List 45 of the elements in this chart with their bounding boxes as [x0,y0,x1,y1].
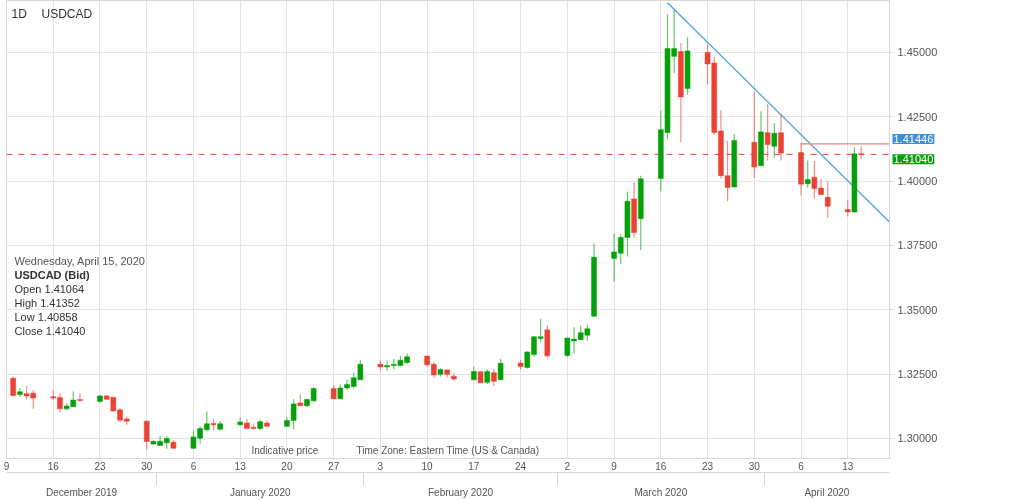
x-tick-label: 13 [234,460,247,472]
x-tick-label: 23 [94,460,106,472]
y-tick-label: 1.32500 [897,368,938,381]
x-tick-label: 16 [47,460,60,472]
text: March 2020 [634,486,688,498]
annotation: High 1.41352 [14,296,80,309]
x-tick-label: 17 [468,460,480,472]
x-tick-label: 13 [842,460,854,472]
x-tick-label: 27 [328,460,340,472]
text: February 2020 [428,486,494,498]
text: April 2020 [804,486,850,498]
x-tick-label: 23 [702,460,714,472]
annotation: Indicative price [251,444,319,456]
x-tick-label: 6 [798,460,805,472]
x-tick-label: 6 [190,460,197,472]
x-tick-label: 24 [515,460,527,472]
ref-line-label: 1.41040 [893,153,934,166]
x-tick-label: 30 [141,460,153,472]
x-tick-label: 9 [3,460,10,472]
annotation: Time Zone: Eastern Time (US & Canada) [356,444,539,456]
y-tick-label: 1.35000 [897,303,938,316]
annotation: Wednesday, April 15, 2020 [14,254,145,267]
data-label: 1.41446 [893,132,934,145]
x-tick-label: 10 [421,460,434,472]
text: 1D [11,6,28,21]
annotation: Close 1.41040 [14,324,86,337]
text: January 2020 [229,486,291,498]
annotation: Open 1.41064 [14,282,85,295]
annotation: Low 1.40858 [14,310,78,323]
x-tick-label: 16 [655,460,667,472]
text: USDCAD [41,6,93,21]
candlestick [76,392,83,403]
x-tick-label: 30 [748,460,761,472]
y-tick-label: 1.42500 [897,110,938,123]
annotation: USDCAD (Bid) [14,268,90,281]
candlestick [16,387,23,398]
y-tick-label: 1.40000 [897,175,938,188]
y-tick-label: 1.37500 [897,239,938,252]
x-tick-label: 2 [564,460,571,472]
text: December 2019 [46,486,118,498]
x-tick-label: 3 [377,460,384,472]
y-tick-label: 1.45000 [897,46,938,59]
x-tick-label: 20 [281,460,293,472]
x-tick-label: 9 [611,460,618,472]
y-tick-label: 1.30000 [897,432,938,445]
